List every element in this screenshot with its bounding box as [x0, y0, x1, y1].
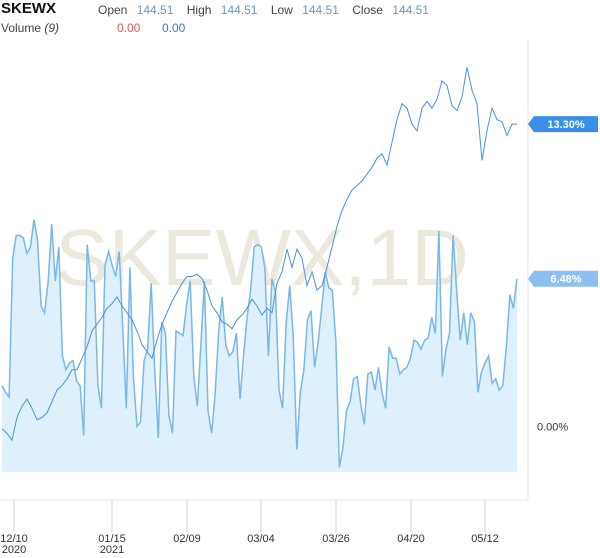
value-badge — [528, 116, 598, 133]
volume-readout: Volume (9) 0.00 0.00 — [1, 21, 185, 35]
volume-period: (9) — [44, 21, 60, 35]
volume-area-fill — [2, 219, 517, 472]
volume-label: Volume — [1, 21, 42, 35]
volume-value-2: 0.00 — [162, 21, 186, 35]
volume-area — [1, 219, 518, 472]
low-value: 144.51 — [302, 3, 339, 17]
price-line — [1, 67, 517, 442]
x-tick-label: 01/15 2021 — [98, 533, 126, 556]
x-tick-label: 04/20 — [397, 533, 425, 545]
high-label: High — [186, 3, 212, 17]
x-tick-label: 03/26 — [322, 533, 350, 545]
open-label: Open — [98, 3, 128, 17]
x-tick-label: 05/12 — [471, 533, 499, 545]
price-series-line — [1, 67, 517, 442]
value-badges: 13.30% 6.48% — [528, 116, 598, 287]
volume-value-1: 0.00 — [117, 21, 141, 35]
value-badge-label: 6.48% — [550, 274, 581, 286]
x-tick-label: 02/09 — [173, 533, 201, 545]
close-value: 144.51 — [392, 3, 429, 17]
x-tick-label: 03/04 — [247, 533, 275, 545]
high-value: 144.51 — [220, 3, 258, 17]
value-badge — [528, 270, 598, 287]
low-label: Low — [270, 3, 293, 17]
y-tick-label: 0.00% — [537, 422, 568, 434]
ohlc-readout: Open 144.51 High 144.51 Low 144.51 Close… — [98, 3, 429, 17]
value-badge-label: 13.30% — [547, 119, 585, 131]
symbol-title: SKEWX — [1, 0, 57, 17]
volume-series-line — [1, 219, 518, 468]
close-label: Close — [352, 3, 383, 17]
x-axis-ticks: 12/10 2020 01/15 2021 02/09 03/04 03/26 04/20 05… — [0, 422, 568, 556]
open-value: 144.51 — [136, 3, 174, 17]
x-tick-label: 12/10 2020 — [0, 533, 28, 556]
